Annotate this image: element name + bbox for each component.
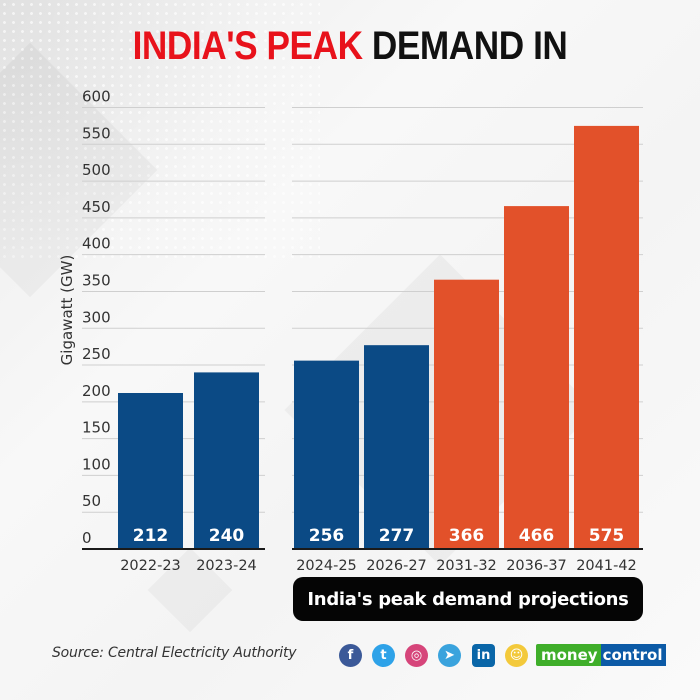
telegram-icon[interactable]: ➤ [438, 644, 461, 667]
facebook-icon[interactable]: f [339, 644, 362, 667]
bar-value-label: 212 [133, 526, 169, 546]
bar-2026-27 [364, 345, 429, 549]
bar-value-label: 277 [379, 526, 415, 546]
x-tick-label: 2026-27 [366, 558, 427, 574]
y-tick-label: 450 [82, 198, 111, 216]
x-tick-label: 2023-24 [196, 558, 257, 574]
bar-value-label: 366 [449, 526, 485, 546]
y-tick-label: 500 [82, 161, 111, 179]
y-tick-label: 0 [82, 529, 92, 547]
y-tick-label: 600 [82, 88, 111, 106]
x-tick-label: 2024-25 [296, 558, 357, 574]
bars: 212 240 256 277 366 466 575 [118, 125, 639, 549]
background-dot-pattern [0, 0, 320, 260]
x-tick-label: 2041-42 [576, 558, 637, 574]
y-tick-label: 50 [82, 492, 101, 510]
bar-2036-37 [504, 206, 569, 549]
chart-title: INDIA'S PEAK DEMAND IN [42, 24, 658, 69]
linkedin-icon[interactable]: in [472, 644, 495, 667]
source-note: Source: Central Electricity Authority [52, 645, 297, 661]
bar-2022-23 [118, 393, 183, 549]
bar-2041-42 [574, 125, 639, 549]
y-tick-label: 350 [82, 271, 111, 289]
y-tick-label: 200 [82, 382, 111, 400]
title-rest: DEMAND IN [371, 24, 568, 68]
x-tick-label: 2031-32 [436, 558, 497, 574]
logo-part-control: control [600, 644, 667, 666]
projections-label-text: India's peak demand projections [307, 588, 629, 610]
bar-value-label: 466 [519, 526, 555, 546]
y-tick-label: 100 [82, 455, 111, 473]
bar-value-label: 575 [589, 526, 625, 546]
twitter-icon[interactable]: t [372, 644, 395, 667]
x-tick-label: 2022-23 [120, 558, 181, 574]
bar-value-label: 240 [209, 526, 245, 546]
bar-value-label: 256 [309, 526, 345, 546]
projections-label: India's peak demand projections [293, 577, 643, 621]
bar-2031-32 [434, 279, 499, 549]
snapchat-icon[interactable]: ☺ [505, 644, 528, 667]
x-tick-label: 2036-37 [506, 558, 567, 574]
title-highlight: INDIA'S PEAK [132, 24, 363, 68]
bar-2024-25 [294, 360, 359, 549]
y-tick-label: 300 [82, 308, 111, 326]
y-tick-label: 150 [82, 419, 111, 437]
y-axis-label: Gigawatt (GW) [58, 255, 76, 366]
logo-part-money: money [536, 644, 601, 666]
instagram-icon[interactable]: ◎ [405, 644, 428, 667]
y-tick-label: 400 [82, 235, 111, 253]
y-axis-ticks: 0 50 100 150 200 250 300 350 400 450 500 550 600 [82, 88, 111, 548]
y-tick-label: 250 [82, 345, 111, 363]
y-tick-label: 550 [82, 124, 111, 142]
x-axis: 2022-23 2023-24 2024-25 2026-27 2031-32 2036-… [82, 548, 643, 574]
bar-2023-24 [194, 372, 259, 549]
moneycontrol-logo[interactable]: money control [536, 644, 667, 666]
